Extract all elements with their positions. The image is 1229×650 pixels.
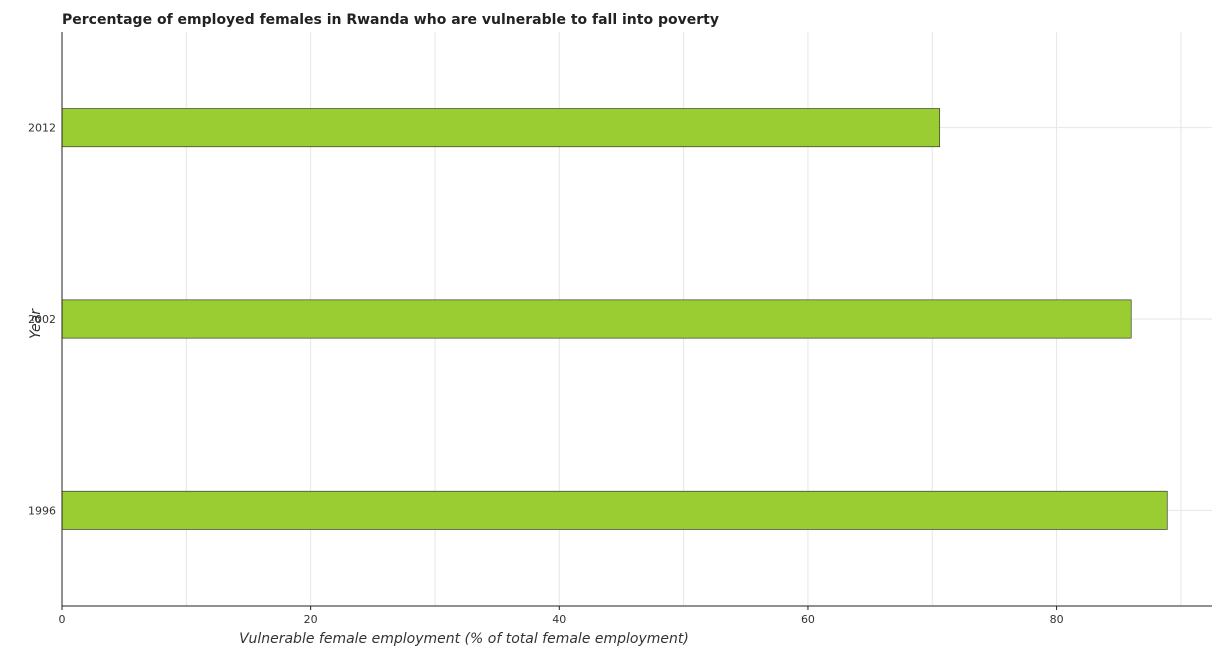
bars xyxy=(61,108,1168,530)
chart-title: Percentage of employed females in Rwanda… xyxy=(62,12,719,28)
x-axis-label: Vulnerable female employment (% of total… xyxy=(239,631,689,647)
y-tick-label: 2002 xyxy=(28,313,56,326)
x-tick-label: 0 xyxy=(59,613,66,626)
bar-2002 xyxy=(61,299,1132,339)
ticks: 1996 2002 2012 0 20 40 60 80 xyxy=(28,122,1064,626)
y-tick-label: 2012 xyxy=(28,122,56,135)
y-axis-label: Year xyxy=(28,308,44,339)
bar-2012 xyxy=(61,108,941,148)
x-tick-label: 40 xyxy=(552,613,566,626)
x-tick-label: 60 xyxy=(801,613,815,626)
x-tick-label: 20 xyxy=(304,613,318,626)
y-tick-label: 1996 xyxy=(28,504,56,517)
axes xyxy=(61,32,1212,607)
bar-1996 xyxy=(61,490,1168,530)
x-tick-label: 80 xyxy=(1050,613,1064,626)
